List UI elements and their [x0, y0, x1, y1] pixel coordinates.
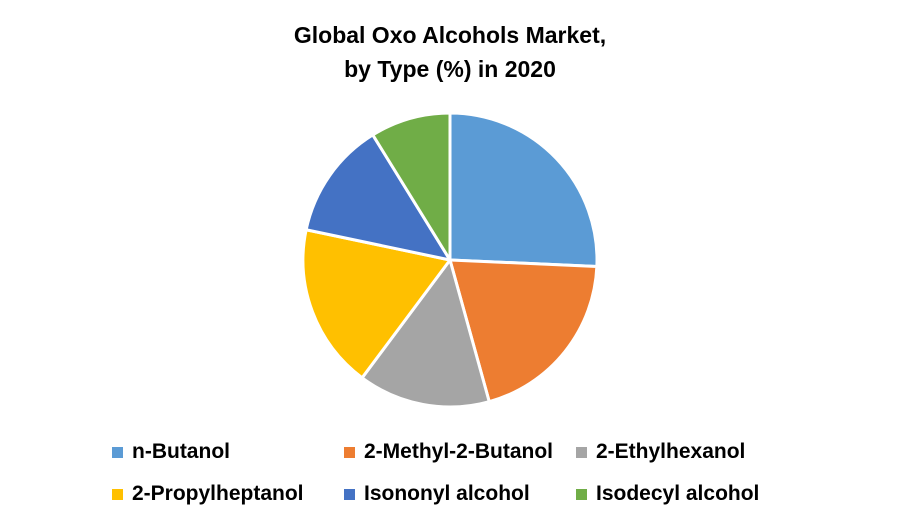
legend-item-2-propylheptanol[interactable]: 2-Propylheptanol — [112, 482, 304, 506]
legend-item-2-ethylhexanol[interactable]: 2-Ethylhexanol — [576, 440, 745, 464]
legend-item-isononyl-alcohol[interactable]: Isononyl alcohol — [344, 482, 530, 506]
legend-label: n-Butanol — [132, 440, 230, 463]
chart-title-line2: by Type (%) in 2020 — [344, 56, 556, 82]
legend-swatch-icon — [576, 488, 587, 500]
legend-swatch-icon — [112, 488, 123, 500]
legend-label: Isodecyl alcohol — [596, 482, 760, 505]
legend-swatch-icon — [576, 446, 587, 458]
pie-slice-n-butanol[interactable] — [448, 111, 599, 268]
legend-item-n-butanol[interactable]: n-Butanol — [112, 440, 230, 464]
legend-label: 2-Propylheptanol — [132, 482, 304, 505]
pie-slice-2-propylheptanol[interactable] — [301, 228, 452, 380]
chart-title-line1: Global Oxo Alcohols Market, — [293, 22, 607, 48]
legend-label: 2-Ethylhexanol — [596, 440, 746, 463]
pie-slice-isononyl-alcohol[interactable] — [304, 133, 452, 262]
legend-label: 2-Methyl-2-Butanol — [364, 440, 553, 463]
legend-label: Isononyl alcohol — [364, 482, 530, 505]
pie-slice-2-ethylhexanol[interactable] — [360, 258, 491, 409]
chart-title: Global Oxo Alcohols Market, by Type (%) … — [0, 18, 900, 86]
pie-slice-2-methyl-2-butanol[interactable] — [448, 258, 599, 404]
legend-item-isodecyl-alcohol[interactable]: Isodecyl alcohol — [576, 482, 759, 506]
legend-item-2-methyl-2-butanol[interactable]: 2-Methyl-2-Butanol — [344, 440, 553, 464]
legend-swatch-icon — [344, 446, 355, 458]
legend-swatch-icon — [112, 446, 123, 458]
pie-slice-isodecyl-alcohol[interactable] — [371, 111, 452, 262]
legend-swatch-icon — [344, 488, 355, 500]
